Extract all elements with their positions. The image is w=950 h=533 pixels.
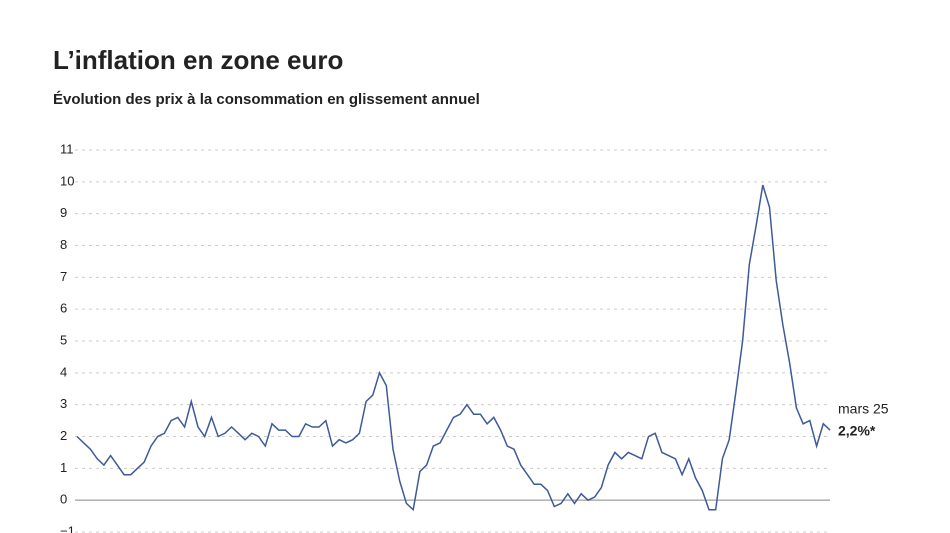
y-tick-label: 3 (60, 396, 67, 411)
y-tick-label: 5 (60, 332, 67, 347)
line-series (76, 184, 831, 512)
y-tick-label: 11 (60, 141, 74, 156)
y-tick-label: 9 (60, 205, 67, 220)
y-tick-label: 7 (60, 269, 67, 284)
y-tick-label: 6 (60, 301, 67, 316)
y-tick-label: 1 (60, 460, 67, 475)
y-tick-label: 2 (60, 428, 67, 443)
y-tick-label: 4 (60, 364, 67, 379)
last-point-label: 2,2%* (838, 423, 876, 439)
chart-title: L’inflation en zone euro (53, 45, 343, 75)
y-tick-label: 0 (60, 492, 67, 507)
y-tick-label: 10 (60, 173, 74, 188)
last-point-date: mars 25 (838, 401, 889, 417)
chart-subtitle: Évolution des prix à la consommation en … (53, 91, 480, 108)
y-tick-label: 8 (60, 237, 67, 252)
y-tick-label: −1 (60, 523, 75, 533)
